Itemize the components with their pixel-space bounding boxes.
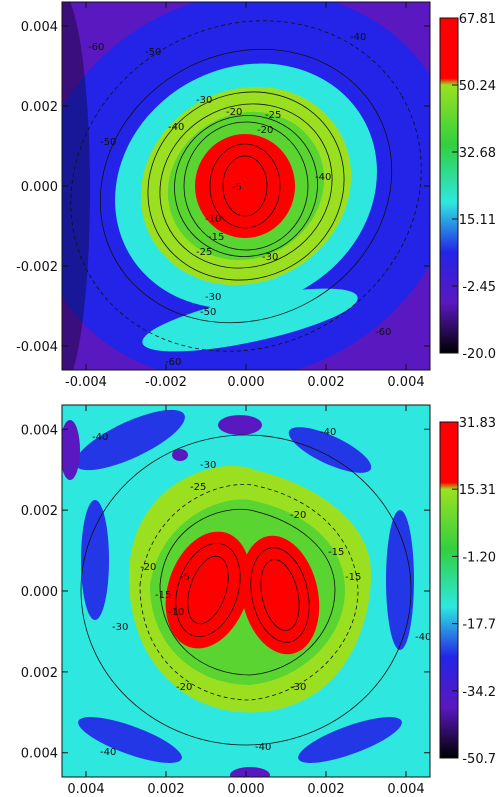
x-tick-label: 0.004 (387, 375, 424, 390)
contour-label: -20 (140, 562, 156, 573)
contour-label: -30 (290, 682, 306, 693)
colorbar-tick-label: -34.2 (462, 685, 496, 700)
y-tick-label: -0.004 (16, 340, 58, 355)
panel-1-dark-arc-left (62, 2, 90, 370)
panel-2-colorbar: 31.83 15.31 -1.20 -17.7 -34.2 -50.7 (439, 416, 496, 767)
panel-2-y-ticks: 0.004 0.002 0.000 0.002 0.004 (21, 423, 430, 762)
contour-label: -50 (100, 137, 116, 148)
contour-label: -40 (320, 427, 336, 438)
colorbar-2 (439, 421, 459, 759)
colorbar-tick-label: 50.24 (459, 79, 496, 94)
x-tick-label: 0.002 (307, 782, 344, 797)
contour-label: -15 (208, 232, 224, 243)
contour-label: -40 (350, 32, 366, 43)
contour-label: -25 (196, 247, 212, 258)
panel-1-heatmap: -20 -20 -30 -25 -40 -5 -10 -15 -25 -30 -… (62, 2, 430, 370)
y-tick-label: 0.004 (21, 20, 58, 35)
colorbar-tick-label: -20.0 (462, 347, 496, 362)
colorbar-1 (439, 17, 459, 354)
y-tick-label: 0.002 (21, 666, 58, 681)
panel-2-peak-left (165, 531, 251, 649)
x-tick-label: 0.000 (227, 782, 264, 797)
contour-label: -15 (345, 572, 361, 583)
panel-2: -30 -25 -20 -20 -15 -10 -5 -15 -15 -30 -… (21, 404, 496, 797)
contour-label: -40 (100, 747, 116, 758)
colorbar-tick-label: 31.83 (459, 416, 496, 431)
panel-1-contours (70, 20, 422, 352)
panel-1-y-ticks: 0.004 0.002 0.000 -0.002 -0.004 (16, 20, 430, 355)
panel-1-contour-labels: -20 -20 -30 -25 -40 -5 -10 -15 -25 -30 -… (88, 32, 391, 368)
contour-label: -5 (232, 182, 242, 193)
contour-label: -20 (257, 125, 273, 136)
colorbar-tick-label: 15.11 (459, 213, 496, 228)
contour-label: -40 (168, 122, 184, 133)
contour-label: -20 (226, 107, 242, 118)
contour-label: -15 (328, 547, 344, 558)
x-tick-label: 0.002 (307, 375, 344, 390)
colorbar-tick-label: 67.81 (459, 12, 496, 27)
panel-1-colorbar: 67.81 50.24 32.68 15.11 -2.45 -20.0 (439, 12, 496, 362)
colorbar-tick-label: -50.7 (462, 752, 496, 767)
panel-1: -20 -20 -30 -25 -40 -5 -10 -15 -25 -30 -… (16, 1, 496, 390)
x-tick-label: 0.002 (147, 782, 184, 797)
y-tick-label: 0.002 (21, 504, 58, 519)
panel-2-x-ticks: 0.004 0.002 0.000 0.002 0.004 (67, 405, 425, 797)
panel-1-x-ticks: -0.004 -0.002 0.000 0.002 0.004 (65, 2, 425, 390)
contour-label: -50 (145, 47, 161, 58)
x-tick-label: 0.004 (67, 782, 104, 797)
y-tick-label: 0.004 (21, 423, 58, 438)
contour-label: -10 (168, 607, 184, 618)
contour-label: -25 (265, 110, 281, 121)
contour-label: -30 (196, 95, 212, 106)
contour-label: -15 (155, 590, 171, 601)
panel-2-peak-right (240, 535, 320, 655)
colorbar-tick-label: -1.20 (462, 550, 496, 565)
panel-2-dark-spots (62, 415, 270, 777)
x-tick-label: 0.000 (227, 375, 264, 390)
panel-2-contours (80, 434, 412, 746)
y-tick-label: 0.000 (21, 180, 58, 195)
contour-label: -5 (180, 572, 190, 583)
contour-label: -30 (112, 622, 128, 633)
colorbar-tick-label: -17.7 (462, 618, 496, 633)
contour-label: -20 (176, 682, 192, 693)
contour-label: -30 (200, 460, 216, 471)
contour-label: -40 (415, 632, 431, 643)
x-tick-label: 0.004 (387, 782, 424, 797)
contour-label: -50 (200, 307, 216, 318)
panel-2-contour-labels: -30 -25 -20 -20 -15 -10 -5 -15 -15 -30 -… (92, 427, 431, 758)
contour-label: -60 (88, 42, 104, 53)
contour-label: -10 (205, 214, 221, 225)
x-tick-label: -0.002 (145, 375, 187, 390)
y-tick-label: 0.002 (21, 100, 58, 115)
panel-1-peak (195, 134, 295, 238)
contour-label: -30 (205, 292, 221, 303)
y-tick-label: 0.004 (21, 747, 58, 762)
contour-label: -40 (92, 432, 108, 443)
colorbar-tick-label: 15.31 (459, 483, 496, 498)
contour-label: -60 (165, 357, 181, 368)
contour-label: -20 (290, 510, 306, 521)
colorbar-tick-label: 32.68 (459, 146, 496, 161)
y-tick-label: 0.000 (21, 585, 58, 600)
y-tick-label: -0.002 (16, 260, 58, 275)
contour-label: -25 (190, 482, 206, 493)
contour-label: -40 (315, 172, 331, 183)
colorbar-tick-label: -2.45 (462, 280, 496, 295)
contour-label: -30 (262, 252, 278, 263)
contour-label: -60 (375, 327, 391, 338)
x-tick-label: -0.004 (65, 375, 107, 390)
contour-label: -40 (255, 742, 271, 753)
panel-2-heatmap: -30 -25 -20 -20 -15 -10 -5 -15 -15 -30 -… (62, 405, 431, 777)
